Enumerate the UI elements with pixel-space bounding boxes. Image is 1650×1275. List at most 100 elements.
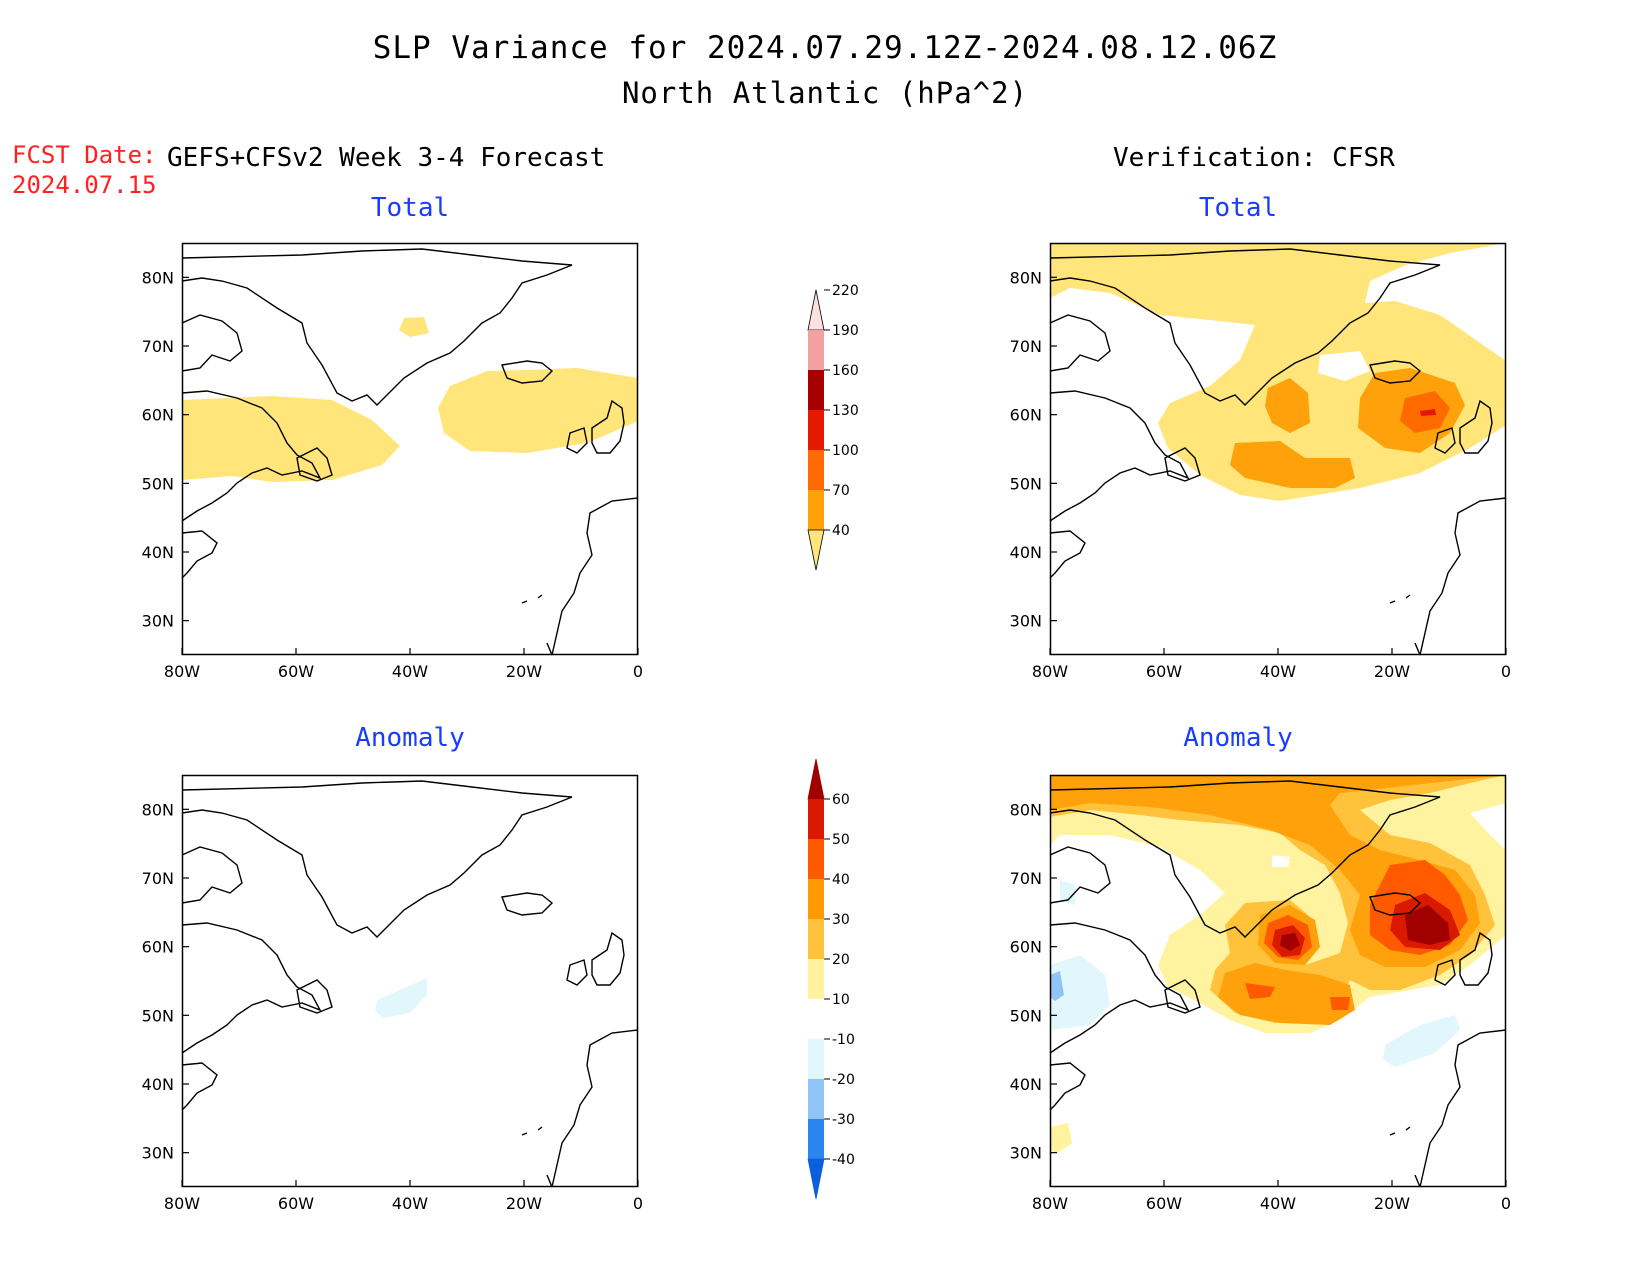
y-tick-label: 80N (1010, 800, 1042, 819)
x-tick-label: 60W (278, 662, 314, 681)
greenland-coastline (1049, 780, 1441, 938)
british-isles-coastline (591, 399, 625, 454)
greenland-coastline (181, 780, 573, 938)
colorbar-total: 40 70 100 130 160 190 220 (800, 280, 880, 624)
axes-layer: 80W 60W 40W 20W 0 30N 40N 50N 60N 70N 80N (142, 800, 643, 1213)
y-tick-label: 80N (1010, 268, 1042, 287)
iberia-coastline (1419, 497, 1507, 656)
colorbar-label: -10 (832, 1032, 855, 1048)
colorbar-swatch (808, 1079, 824, 1119)
coastline-layer (1049, 248, 1507, 656)
panel-title-verification-total: Total (1198, 193, 1278, 223)
shading-layer (1050, 243, 1506, 501)
newfoundland-coastline (1164, 979, 1201, 1014)
y-tick-label: 30N (142, 612, 174, 631)
coastline-layer (181, 248, 639, 656)
y-tick-label: 40N (1010, 1075, 1042, 1094)
us-east-coastline (1049, 530, 1086, 579)
anomaly-minus20-minus30-contour (1050, 971, 1064, 1001)
shading-layer (1050, 775, 1506, 1153)
x-tick-label: 0 (633, 1194, 643, 1213)
greenland-coastline (181, 248, 573, 406)
main-title: SLP Variance for 2024.07.29.12Z-2024.08.… (372, 30, 1278, 66)
africa-coastline (546, 642, 553, 656)
colorbar-label: 160 (832, 363, 859, 379)
x-tick-label: 80W (1032, 1194, 1068, 1213)
y-tick-label: 50N (1010, 474, 1042, 493)
x-tick-label: 40W (392, 1194, 428, 1213)
colorbar-swatch (808, 490, 824, 530)
anomaly-minus10-minus20-contour (1060, 880, 1075, 905)
panel-title-forecast-total: Total (370, 193, 450, 223)
anomaly-minus10-minus20-contour (375, 978, 427, 1018)
colorbar-label: 130 (832, 403, 859, 419)
x-tick-label: 40W (1260, 1194, 1296, 1213)
colorbar-swatch (808, 919, 824, 959)
azores-islands (521, 594, 543, 604)
x-tick-label: 0 (1501, 1194, 1511, 1213)
x-tick-label: 40W (392, 662, 428, 681)
newfoundland-coastline (1164, 447, 1201, 482)
iceland-coastline (1369, 360, 1422, 384)
y-tick-label: 60N (1010, 938, 1042, 957)
anomaly-minus10-minus20-contour (1050, 955, 1110, 1030)
fcst-date-block: FCST Date: 2024.07.15 (12, 140, 157, 200)
y-tick-label: 80N (142, 268, 174, 287)
colorbar-swatch (808, 1119, 824, 1159)
variance-70-100-contour (1230, 441, 1355, 488)
iceland-coastline (501, 892, 554, 916)
anomaly-10-20-contour (1050, 1123, 1072, 1153)
colorbar-label: 40 (832, 523, 850, 539)
colorbar-top-arrow (807, 289, 825, 331)
y-tick-label: 30N (1010, 1144, 1042, 1163)
fcst-date-value: 2024.07.15 (12, 171, 157, 199)
colorbar-label: -20 (832, 1072, 855, 1088)
africa-coastline (546, 1174, 553, 1188)
shading-layer (182, 317, 638, 482)
labrador-coastline (1049, 390, 1190, 522)
iberia-coastline (551, 1029, 639, 1188)
coastline-layer (181, 780, 639, 1188)
y-tick-label: 80N (142, 800, 174, 819)
anomaly-40-50-contour (1330, 997, 1350, 1010)
anomaly-minus10-minus20-contour (1383, 1015, 1460, 1067)
baffin-island-coastline (181, 314, 243, 372)
colorbar-swatch (808, 839, 824, 879)
colorbar-swatch (808, 330, 824, 370)
british-isles-coastline (1459, 931, 1493, 986)
anomaly-below-10 (1272, 855, 1290, 867)
africa-coastline (1414, 642, 1421, 656)
colorbar-anomaly-graphic: -40 -30 -20 -10 10 20 30 40 50 60 (807, 758, 855, 1200)
fcst-date-label: FCST Date: (12, 141, 157, 169)
forecast-column-title: GEFS+CFSv2 Week 3-4 Forecast (167, 143, 606, 173)
iberia-coastline (551, 497, 639, 656)
y-tick-label: 70N (142, 869, 174, 888)
colorbar-label: -30 (832, 1112, 855, 1128)
newfoundland-coastline (296, 447, 333, 482)
colorbar-label: 50 (832, 832, 850, 848)
colorbar-label: 100 (832, 443, 859, 459)
us-east-coastline (181, 1062, 218, 1111)
iceland-coastline (501, 360, 554, 384)
map-panel-forecast-anomaly: 80W 60W 40W 20W 0 30N 40N 50N 60N 70N 80N (142, 774, 643, 1213)
iberia-coastline (1419, 1029, 1507, 1188)
africa-coastline (1414, 1174, 1421, 1188)
y-tick-label: 70N (142, 337, 174, 356)
colorbar-label: 190 (832, 323, 859, 339)
azores-islands (521, 1126, 543, 1136)
anomaly-above-60-contour (1280, 933, 1300, 951)
x-tick-label: 20W (1374, 662, 1410, 681)
x-tick-label: 80W (164, 662, 200, 681)
y-tick-label: 30N (1010, 612, 1042, 631)
axes-layer: 80W 60W 40W 20W 0 30N 40N 50N 60N 70N 80N (1010, 800, 1511, 1213)
ireland-coastline (1434, 427, 1456, 454)
x-tick-label: 60W (278, 1194, 314, 1213)
colorbar-label: 220 (832, 283, 859, 299)
anomaly-above-60-contour (1405, 905, 1450, 945)
y-tick-label: 60N (1010, 406, 1042, 425)
colorbar-top-arrow (807, 758, 825, 800)
panel-title-verification-anomaly: Anomaly (1183, 723, 1293, 753)
colorbar-swatch (808, 799, 824, 839)
anomaly-30-40-contour (1218, 963, 1355, 1025)
map-panel-forecast-total: 80W 60W 40W 20W 0 30N 40N 50N 60N 70N 80N (142, 242, 643, 681)
